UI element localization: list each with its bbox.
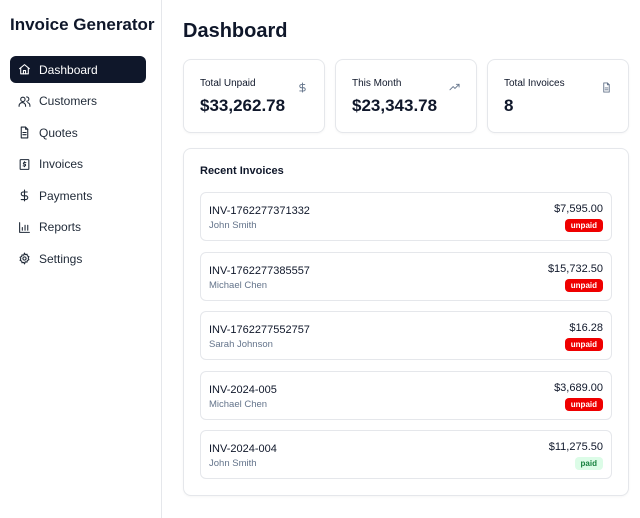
- recent-invoices-card: Recent Invoices INV-1762277371332 John S…: [183, 148, 629, 496]
- app-title: Invoice Generator: [10, 15, 155, 34]
- sidebar-item-label: Payments: [39, 188, 93, 203]
- stat-value: $23,343.78: [352, 96, 438, 115]
- status-badge: paid: [574, 457, 603, 470]
- receipt-icon: [18, 158, 31, 171]
- stat-value: 8: [504, 96, 514, 115]
- sidebar-item-label: Quotes: [39, 125, 78, 140]
- dollar-icon: [297, 80, 308, 93]
- recent-invoices-title: Recent Invoices: [200, 165, 284, 177]
- stat-card-this-month: This Month $23,343.78: [335, 59, 477, 133]
- sidebar-item-label: Customers: [39, 94, 98, 108]
- sidebar-item-reports[interactable]: Reports: [10, 214, 146, 241]
- invoice-amount: $16.28: [569, 322, 603, 334]
- sidebar-item-customers[interactable]: Customers: [10, 88, 146, 115]
- invoice-customer: Michael Chen: [209, 398, 268, 410]
- invoice-amount: $15,732.50: [547, 262, 603, 275]
- invoice-row[interactable]: INV-1762277371332 John Smith $7,595.00 u…: [200, 192, 612, 241]
- invoice-amount: $11,275.50: [548, 441, 603, 453]
- page-title: Dashboard: [183, 20, 288, 42]
- invoice-number: INV-1762277552757: [209, 324, 310, 336]
- home-icon: [18, 63, 31, 76]
- main-content: Dashboard Total Unpaid $33,262.78 This M…: [163, 0, 640, 518]
- trending-up-icon: [449, 80, 460, 91]
- invoice-row[interactable]: INV-2024-004 John Smith $11,275.50 paid: [200, 430, 612, 479]
- sidebar-item-label: Invoices: [39, 157, 84, 171]
- stat-label: This Month: [352, 78, 402, 89]
- sidebar-item-quotes[interactable]: Quotes: [10, 119, 146, 146]
- invoice-customer: John Smith: [209, 458, 257, 469]
- invoice-row[interactable]: INV-2024-005 Michael Chen $3,689.00 unpa…: [200, 370, 612, 420]
- sidebar-item-label: Reports: [39, 220, 82, 234]
- dollar-icon: [18, 189, 31, 202]
- sidebar-item-dashboard[interactable]: Dashboard: [10, 56, 146, 83]
- invoice-amount: $7,595.00: [554, 203, 603, 215]
- invoice-number: INV-2024-005: [209, 383, 277, 396]
- file-icon: [601, 80, 612, 93]
- status-badge: unpaid: [564, 397, 603, 411]
- status-badge: unpaid: [564, 219, 603, 232]
- invoice-customer: Sarah Johnson: [209, 339, 273, 350]
- invoice-customer: John Smith: [209, 220, 257, 231]
- stat-value: $33,262.78: [200, 96, 286, 115]
- invoice-number: INV-1762277385557: [209, 264, 310, 277]
- bar-chart-icon: [18, 221, 31, 234]
- invoice-customer: Michael Chen: [209, 279, 268, 291]
- file-text-icon: [18, 126, 31, 139]
- gear-icon: [18, 252, 31, 265]
- status-badge: unpaid: [564, 278, 603, 292]
- stat-card-total-unpaid: Total Unpaid $33,262.78: [183, 59, 325, 133]
- sidebar-item-label: Dashboard: [39, 62, 98, 77]
- sidebar-item-invoices[interactable]: Invoices: [10, 151, 146, 178]
- status-badge: unpaid: [564, 338, 603, 351]
- stat-card-total-invoices: Total Invoices 8: [487, 59, 629, 133]
- invoice-number: INV-1762277371332: [209, 205, 310, 217]
- stat-label: Total Unpaid: [200, 78, 256, 89]
- invoice-amount: $3,689.00: [554, 381, 603, 394]
- sidebar-item-label: Settings: [39, 251, 83, 266]
- invoice-list: INV-1762277371332 John Smith $7,595.00 u…: [200, 192, 612, 490]
- invoice-row[interactable]: INV-1762277552757 Sarah Johnson $16.28 u…: [200, 311, 612, 360]
- invoice-row[interactable]: INV-1762277385557 Michael Chen $15,732.5…: [200, 251, 612, 301]
- sidebar-nav: Dashboard Customers Quotes Invoices Paym…: [10, 56, 146, 277]
- stat-label: Total Invoices: [504, 78, 565, 89]
- invoice-number: INV-2024-004: [209, 443, 277, 455]
- sidebar-item-settings[interactable]: Settings: [10, 245, 146, 272]
- users-icon: [18, 95, 31, 108]
- sidebar: Invoice Generator Dashboard Customers Qu…: [0, 0, 162, 518]
- sidebar-item-payments[interactable]: Payments: [10, 182, 146, 209]
